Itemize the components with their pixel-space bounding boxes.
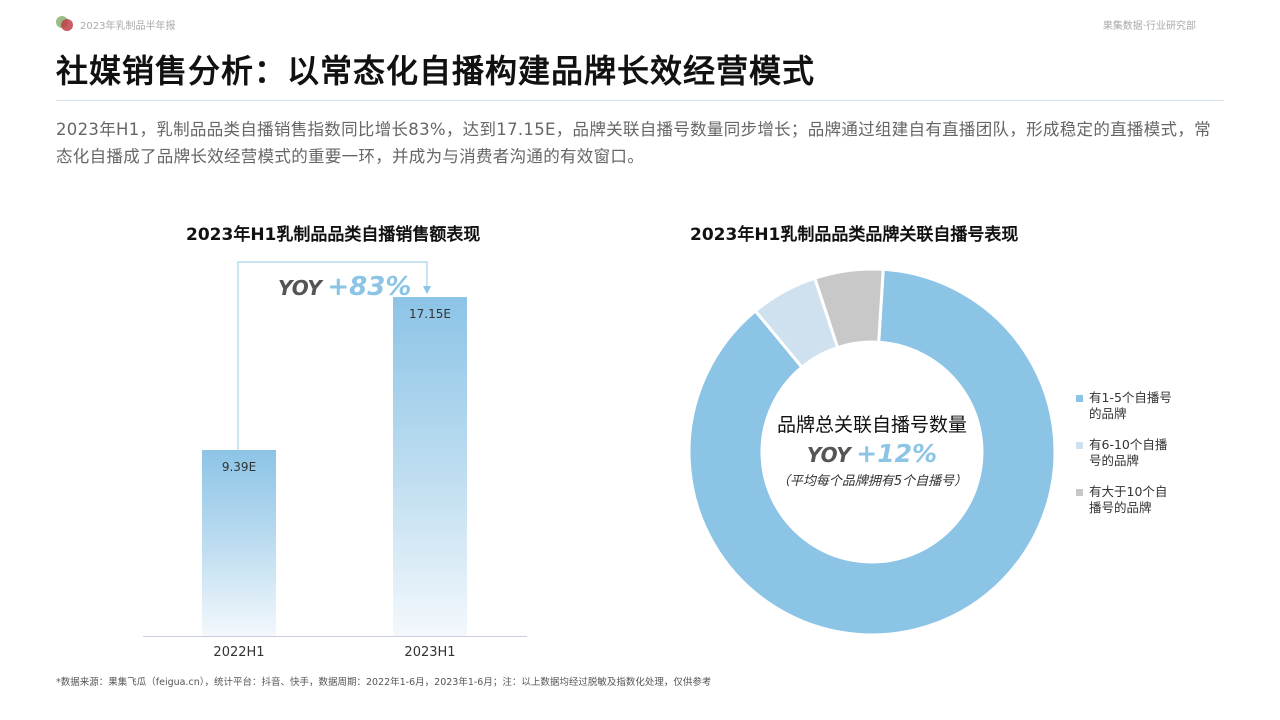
legend-label: 有1-5个自播号的品牌	[1089, 390, 1172, 421]
slice-1-5	[687, 267, 1057, 637]
title-divider	[56, 100, 1224, 101]
bar-2023h1: 17.15E	[393, 297, 467, 636]
org-name: 果集数据·行业研究部	[1102, 21, 1196, 32]
donut-yoy: YOY +12%	[752, 439, 992, 468]
x-tick: 2023H1	[404, 645, 456, 660]
x-axis	[143, 636, 527, 637]
donut-legend: 有1-5个自播号的品牌 有6-10个自播号的品牌 有大于10个自播号的品牌	[1076, 390, 1175, 531]
legend-swatch-icon	[1076, 442, 1083, 449]
source-note: *数据来源：果集飞瓜（feigua.cn），统计平台：抖音、快手，数据周期：20…	[56, 677, 712, 688]
bar-chart-title: 2023年H1乳制品品类自播销售额表现	[186, 225, 481, 245]
bar-value-label: 9.39E	[221, 460, 257, 474]
x-tick: 2022H1	[213, 645, 265, 660]
legend-swatch-icon	[1076, 395, 1083, 402]
donut-center-text: 品牌总关联自播号数量 YOY +12% （平均每个品牌拥有5个自播号）	[752, 410, 992, 489]
donut-center-title: 品牌总关联自播号数量	[776, 414, 967, 436]
yoy-prefix: YOY	[278, 276, 322, 300]
legend-item: 有6-10个自播号的品牌	[1076, 437, 1175, 469]
description: 2023年H1，乳制品品类自播销售指数同比增长83%，达到17.15E，品牌关联…	[56, 120, 1211, 166]
logo-icon	[56, 16, 74, 32]
yoy-prefix: YOY	[806, 443, 851, 467]
bar-2022h1: 9.39E	[202, 450, 276, 636]
legend-item: 有1-5个自播号的品牌	[1076, 390, 1175, 422]
bar-value-label: 17.15E	[409, 307, 451, 321]
legend-item: 有大于10个自播号的品牌	[1076, 484, 1175, 516]
legend-swatch-icon	[1076, 489, 1083, 496]
report-name: 2023年乳制品半年报	[80, 20, 176, 32]
page-title: 社媒销售分析：以常态化自播构建品牌长效经营模式	[56, 52, 816, 90]
legend-label: 有6-10个自播号的品牌	[1089, 437, 1168, 468]
yoy-value: +12%	[856, 439, 938, 468]
donut-chart-title: 2023年H1乳制品品类品牌关联自播号表现	[690, 225, 1019, 245]
slice-over-10	[812, 267, 885, 350]
donut-center-note: （平均每个品牌拥有5个自播号）	[776, 474, 968, 489]
legend-label: 有大于10个自播号的品牌	[1089, 484, 1168, 515]
report-header: 2023年乳制品半年报	[56, 16, 175, 32]
